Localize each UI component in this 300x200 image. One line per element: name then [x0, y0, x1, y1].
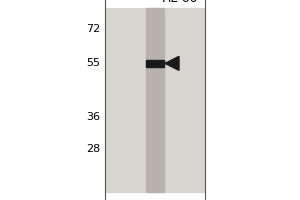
Text: 55: 55 — [86, 58, 100, 68]
Text: 28: 28 — [86, 144, 100, 154]
Text: 72: 72 — [86, 24, 100, 34]
Text: 36: 36 — [86, 112, 100, 122]
Bar — [105, 8, 205, 192]
Bar — [146, 8, 164, 192]
Polygon shape — [165, 56, 179, 70]
Text: HL-60: HL-60 — [162, 0, 198, 5]
Bar — [146, 60, 164, 67]
